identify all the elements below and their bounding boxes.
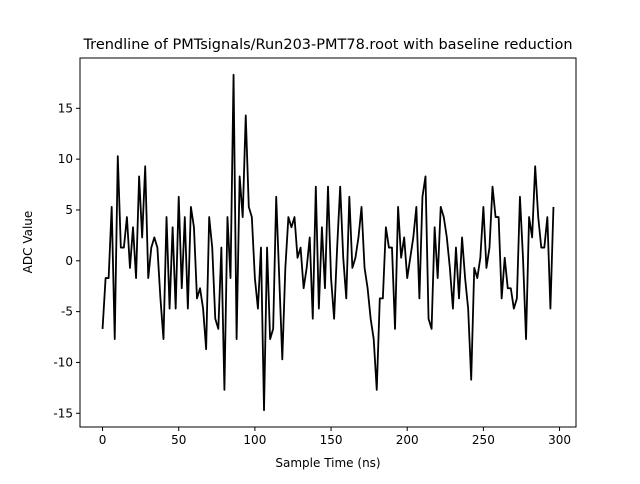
x-tick-label: 300 [548,433,571,447]
x-tick-label: 50 [171,433,186,447]
data-line [101,73,555,412]
x-tick-label: 200 [396,433,419,447]
y-tick-label: 15 [58,101,73,115]
x-tick-label: 0 [99,433,107,447]
y-tick-label: 0 [65,254,73,268]
x-tick-label: 250 [472,433,495,447]
x-tick-label: 150 [320,433,343,447]
x-tick-label: 100 [243,433,266,447]
x-axis-label: Sample Time (ns) [275,456,380,470]
y-tick-label: -10 [53,355,73,369]
y-tick-label: 5 [65,203,73,217]
y-tick-label: -5 [61,305,73,319]
y-tick-label: -15 [53,406,73,420]
axes-frame [79,57,577,428]
y-axis-label: ADC Value [21,211,35,274]
chart-title: Trendline of PMTsignals/Run203-PMT78.roo… [82,37,572,53]
y-tick-label: 10 [58,152,73,166]
